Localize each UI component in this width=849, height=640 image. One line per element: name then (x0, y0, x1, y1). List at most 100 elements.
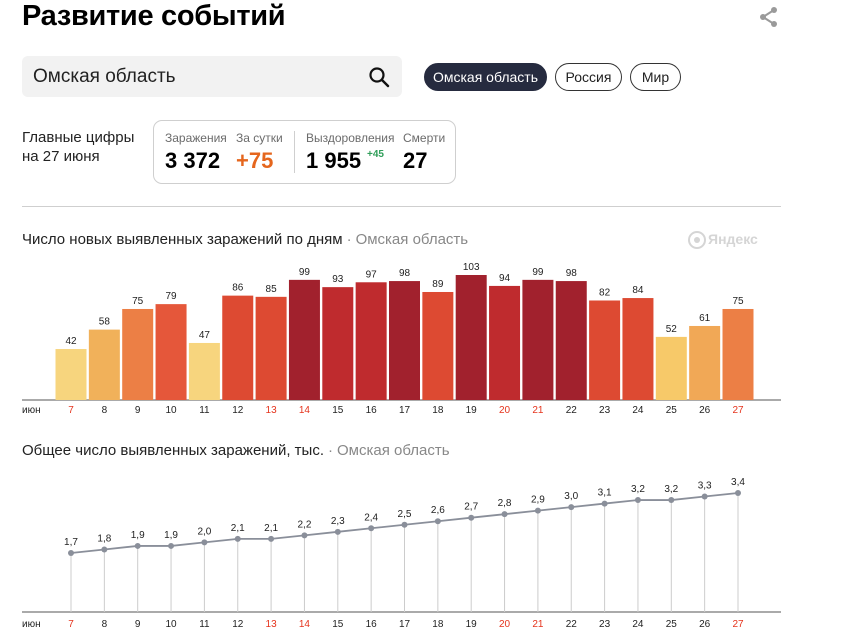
point-value-label: 2,2 (297, 519, 311, 530)
point-value-label: 2,1 (231, 523, 245, 534)
yandex-watermark: Яндекс (688, 230, 770, 250)
data-point (735, 489, 741, 496)
x-tick-label: 12 (232, 619, 244, 630)
point-value-label: 3,1 (598, 488, 612, 499)
bar (455, 275, 487, 400)
infections-caption: Заражения (165, 131, 227, 145)
point-value-label: 1,9 (164, 530, 178, 541)
x-tick-label: 10 (165, 405, 177, 416)
share-icon[interactable] (758, 6, 780, 28)
deaths-caption: Смерти (403, 131, 446, 145)
bar-value-label: 89 (432, 279, 444, 290)
bar (389, 281, 420, 400)
bar-value-label: 75 (132, 296, 144, 307)
data-point (301, 532, 308, 539)
data-point (434, 518, 441, 525)
region-search[interactable]: Омская область (22, 56, 402, 97)
x-tick-label: 15 (332, 405, 344, 416)
x-tick-label: 18 (432, 619, 444, 630)
search-input[interactable]: Омская область (33, 66, 176, 87)
data-point (68, 550, 74, 556)
chip-omsk-region[interactable]: Омская область (424, 63, 547, 91)
bar-value-label: 99 (532, 267, 544, 278)
total-chart-title-text: Общее число выявленных заражений, тыс. (22, 442, 324, 459)
x-tick-label: 22 (566, 619, 578, 630)
point-value-label: 1,8 (97, 533, 111, 544)
bar-value-label: 103 (463, 262, 480, 273)
x-tick-label: 13 (266, 619, 278, 630)
data-point (468, 514, 475, 521)
x-tick-label: 8 (102, 619, 108, 630)
bar-chart-month-label: июн (22, 405, 41, 416)
point-value-label: 2,5 (398, 509, 412, 520)
point-value-label: 2,1 (264, 523, 278, 534)
point-value-label: 2,6 (431, 505, 445, 516)
infections-value: 3 372 (165, 148, 221, 173)
x-tick-label: 10 (165, 619, 177, 630)
recovered-value: 1 955 (306, 148, 362, 173)
data-point (534, 507, 541, 514)
chip-world[interactable]: Мир (630, 63, 681, 91)
bar (222, 295, 254, 400)
section-divider (22, 206, 781, 207)
bar (722, 308, 754, 400)
x-tick-label: 24 (632, 405, 644, 416)
summary-label-line2: на 27 июня (22, 148, 100, 165)
x-tick-label: 25 (666, 619, 678, 630)
summary-label-line1: Главные цифры (22, 129, 135, 146)
bar (522, 279, 554, 400)
x-tick-label: 20 (499, 405, 511, 416)
recovered-caption: Выздоровления (306, 131, 395, 145)
line-chart-month-label: июн (22, 619, 41, 630)
bar (589, 300, 621, 400)
x-tick-label: 19 (466, 405, 478, 416)
data-point (101, 546, 108, 553)
data-point (401, 521, 408, 528)
x-tick-label: 26 (699, 405, 711, 416)
x-tick-label: 21 (532, 405, 544, 416)
search-icon[interactable] (368, 66, 390, 88)
daily-value: +75 (236, 148, 274, 173)
bar-value-label: 94 (499, 273, 511, 284)
x-tick-label: 7 (68, 405, 74, 416)
data-point (701, 493, 708, 500)
bar-value-label: 79 (165, 291, 177, 302)
point-value-label: 3,0 (564, 491, 578, 502)
total-chart-region: Омская область (337, 442, 450, 459)
point-value-label: 2,0 (197, 526, 211, 537)
bar-value-label: 86 (232, 283, 244, 294)
bar-value-label: 61 (699, 313, 711, 324)
point-value-label: 2,3 (331, 516, 345, 527)
x-tick-label: 16 (366, 619, 378, 630)
recovered-delta: +45 (367, 149, 384, 160)
bar (288, 279, 320, 400)
data-point (501, 511, 508, 518)
data-point (168, 542, 175, 549)
x-tick-label: 12 (232, 405, 244, 416)
bar-value-label: 84 (632, 285, 644, 296)
bar-value-label: 82 (599, 287, 611, 298)
summary-card: Заражения 3 372 За сутки +75 Выздоровлен… (153, 120, 456, 184)
chip-russia[interactable]: Россия (555, 63, 622, 91)
bar-value-label: 97 (366, 269, 378, 280)
bar (422, 291, 454, 400)
point-value-label: 3,2 (664, 484, 678, 495)
x-tick-label: 9 (135, 405, 141, 416)
x-tick-label: 27 (732, 405, 744, 416)
x-tick-label: 20 (499, 619, 511, 630)
x-tick-label: 11 (199, 405, 210, 416)
x-tick-label: 13 (266, 405, 278, 416)
point-value-label: 2,7 (464, 502, 478, 513)
x-tick-label: 17 (399, 619, 411, 630)
bar (55, 349, 87, 400)
point-value-label: 2,9 (531, 495, 545, 506)
x-tick-label: 26 (699, 619, 711, 630)
point-value-label: 1,9 (131, 530, 145, 541)
yandex-logo-icon (688, 231, 706, 249)
x-tick-label: 23 (599, 619, 611, 630)
x-tick-label: 15 (332, 619, 344, 630)
data-point (601, 500, 608, 507)
x-tick-label: 21 (532, 619, 544, 630)
